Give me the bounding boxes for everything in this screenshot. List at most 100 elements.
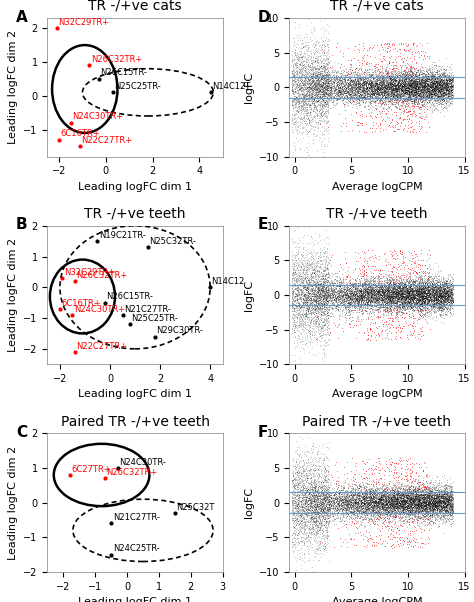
Point [310, 499, 318, 509]
Point [441, 291, 449, 301]
Point [424, 300, 432, 309]
Point [384, 287, 392, 296]
Point [369, 277, 376, 287]
Point [404, 492, 411, 502]
Point [412, 86, 420, 96]
Point [404, 500, 412, 509]
Point [388, 507, 395, 517]
Point [376, 67, 384, 76]
Point [432, 294, 440, 303]
Point [429, 70, 437, 79]
Point [317, 70, 324, 79]
Point [318, 494, 325, 504]
Point [412, 95, 420, 104]
Point [325, 482, 333, 492]
Point [341, 494, 349, 503]
Point [373, 495, 380, 504]
Point [316, 247, 323, 256]
Point [315, 78, 323, 87]
Point [410, 293, 418, 303]
Point [408, 294, 416, 303]
Point [313, 545, 320, 555]
Point [398, 498, 405, 507]
Point [290, 279, 298, 288]
Point [298, 492, 305, 502]
Point [398, 288, 405, 297]
Point [293, 290, 301, 299]
Point [309, 104, 316, 114]
Point [364, 486, 371, 496]
Point [314, 300, 322, 309]
Point [367, 303, 374, 313]
Point [392, 90, 400, 100]
Point [399, 485, 407, 494]
Point [446, 504, 454, 514]
Point [314, 82, 321, 92]
Point [404, 273, 412, 283]
Point [300, 532, 307, 542]
Point [360, 491, 367, 501]
Point [346, 495, 353, 504]
Point [314, 307, 322, 317]
Point [447, 85, 455, 95]
Point [417, 69, 425, 79]
Point [355, 77, 362, 87]
Point [326, 506, 333, 516]
Point [354, 294, 361, 304]
Point [289, 510, 297, 520]
Point [316, 303, 324, 313]
Point [321, 542, 328, 551]
Point [424, 302, 432, 311]
Point [389, 80, 397, 90]
Point [443, 82, 451, 92]
Point [289, 64, 297, 73]
Point [387, 496, 394, 506]
Point [324, 504, 331, 514]
Point [419, 293, 427, 302]
Point [342, 494, 349, 503]
Point [330, 506, 337, 516]
Point [428, 69, 435, 78]
Point [355, 498, 362, 507]
Point [319, 87, 327, 96]
Point [314, 524, 322, 533]
Point [425, 503, 432, 513]
Point [336, 293, 344, 302]
Point [306, 46, 314, 56]
Point [365, 297, 372, 306]
Point [431, 80, 439, 90]
Point [324, 85, 331, 95]
Point [321, 82, 328, 92]
Point [411, 99, 419, 108]
Point [346, 300, 353, 310]
Point [419, 485, 427, 495]
Point [303, 279, 310, 288]
Point [327, 292, 334, 302]
Point [411, 500, 419, 510]
Point [291, 533, 298, 543]
Point [408, 503, 415, 513]
Point [447, 92, 455, 101]
Point [369, 494, 376, 503]
Point [427, 278, 434, 288]
Point [447, 69, 455, 78]
Point [421, 82, 428, 92]
Point [307, 108, 314, 117]
Point [444, 88, 452, 98]
Point [307, 48, 315, 58]
Point [417, 264, 424, 274]
Point [334, 294, 341, 304]
Point [330, 76, 337, 86]
Point [294, 498, 302, 507]
Point [401, 104, 408, 114]
Point [395, 501, 402, 511]
Point [300, 82, 308, 92]
Point [431, 281, 439, 291]
Point [344, 79, 351, 89]
Point [426, 502, 434, 512]
Point [322, 501, 330, 511]
Point [402, 506, 410, 515]
Point [379, 108, 386, 118]
Point [322, 80, 330, 90]
Point [379, 80, 387, 90]
